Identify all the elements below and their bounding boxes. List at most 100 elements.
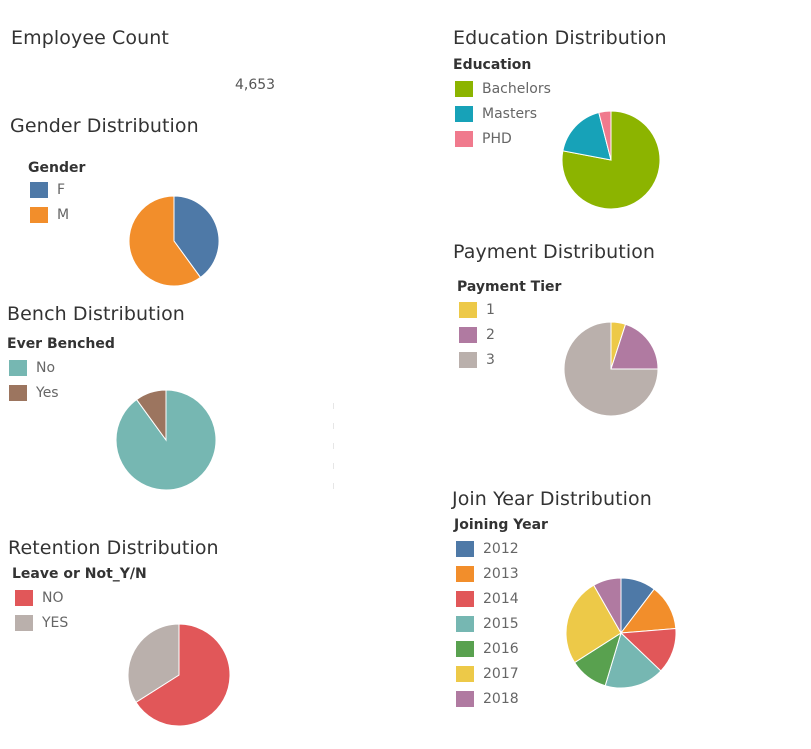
education-legend-title: Education	[453, 57, 532, 73]
bench-pie-chart[interactable]	[115, 389, 217, 491]
legend-swatch	[30, 181, 48, 198]
pie-slice-education-phd[interactable]	[598, 110, 612, 161]
pie-slice-retention-no[interactable]	[135, 623, 231, 727]
legend-item-payment-1[interactable]: 1	[459, 297, 495, 322]
legend-swatch	[456, 640, 474, 657]
legend-swatch	[456, 615, 474, 632]
legend-label: PHD	[482, 130, 512, 147]
pie-slice-retention-yes[interactable]	[127, 623, 180, 704]
legend-label: NO	[42, 589, 64, 606]
legend-label: 2012	[483, 540, 519, 557]
pie-slice-joinyear-2018[interactable]	[593, 577, 622, 635]
payment-legend-title: Payment Tier	[457, 279, 562, 295]
legend-label: YES	[42, 614, 69, 631]
legend-swatch	[9, 359, 27, 376]
bench-legend-title: Ever Benched	[7, 336, 115, 352]
legend-item-joinyear-2017[interactable]: 2017	[456, 661, 519, 686]
education-pie-chart[interactable]	[561, 110, 661, 210]
gender-chart-title: Gender Distribution	[10, 115, 199, 137]
legend-swatch	[459, 351, 477, 368]
retention-legend-title: Leave or Not_Y/N	[12, 566, 147, 582]
joinyear-pie-chart[interactable]	[565, 577, 677, 689]
legend-item-joinyear-2016[interactable]: 2016	[456, 636, 519, 661]
legend-item-joinyear-2018[interactable]: 2018	[456, 686, 519, 711]
panel-divider	[333, 403, 334, 409]
payment-legend: 1 2 3	[459, 297, 495, 372]
legend-swatch	[456, 665, 474, 682]
legend-item-retention-yes[interactable]: YES	[15, 610, 68, 635]
legend-item-payment-3[interactable]: 3	[459, 347, 495, 372]
pie-slice-payment-3[interactable]	[563, 321, 659, 417]
legend-swatch	[459, 301, 477, 318]
panel-divider	[333, 463, 334, 469]
legend-label: M	[57, 206, 70, 223]
pie-slice-bench-yes[interactable]	[135, 389, 167, 442]
pie-slice-joinyear-2015[interactable]	[604, 632, 662, 689]
legend-label: 2014	[483, 590, 519, 607]
legend-swatch	[459, 326, 477, 343]
legend-item-joinyear-2014[interactable]: 2014	[456, 586, 519, 611]
joinyear-legend-title: Joining Year	[454, 517, 548, 533]
legend-item-retention-no[interactable]: NO	[15, 585, 68, 610]
legend-label: Bachelors	[482, 80, 551, 97]
pie-slice-education-masters[interactable]	[562, 111, 612, 161]
legend-item-bench-no[interactable]: No	[9, 355, 59, 380]
bench-legend: No Yes	[9, 355, 59, 405]
legend-swatch	[456, 590, 474, 607]
bench-chart-title: Bench Distribution	[7, 303, 185, 325]
legend-swatch	[15, 589, 33, 606]
legend-swatch	[30, 206, 48, 223]
legend-item-education-bachelors[interactable]: Bachelors	[455, 76, 551, 101]
legend-item-joinyear-2015[interactable]: 2015	[456, 611, 519, 636]
retention-pie-chart[interactable]	[127, 623, 231, 727]
pie-slice-gender-f[interactable]	[173, 195, 220, 279]
legend-item-gender-f[interactable]: F	[30, 177, 69, 202]
joinyear-legend: 2012 2013 2014 2015 2016 2017 2018	[456, 536, 519, 711]
legend-swatch	[455, 80, 473, 97]
education-chart-title: Education Distribution	[453, 27, 667, 49]
legend-label: 2018	[483, 690, 519, 707]
legend-label: No	[36, 359, 56, 376]
legend-label: Masters	[482, 105, 538, 122]
legend-label: 2	[486, 326, 495, 343]
panel-divider	[333, 483, 334, 489]
legend-label: 2016	[483, 640, 519, 657]
legend-item-education-phd[interactable]: PHD	[455, 126, 551, 151]
legend-swatch	[9, 384, 27, 401]
legend-swatch	[455, 130, 473, 147]
panel-divider	[333, 423, 334, 429]
pie-slice-gender-m[interactable]	[128, 195, 202, 287]
legend-label: 2015	[483, 615, 519, 632]
legend-item-gender-m[interactable]: M	[30, 202, 69, 227]
panel-divider	[333, 443, 334, 449]
joinyear-chart-title: Join Year Distribution	[452, 488, 652, 510]
legend-swatch	[455, 105, 473, 122]
legend-label: 3	[486, 351, 495, 368]
legend-swatch	[456, 565, 474, 582]
legend-item-bench-yes[interactable]: Yes	[9, 380, 59, 405]
education-legend: Bachelors Masters PHD	[455, 76, 551, 151]
legend-item-education-masters[interactable]: Masters	[455, 101, 551, 126]
legend-label: 1	[486, 301, 495, 318]
retention-chart-title: Retention Distribution	[8, 537, 219, 559]
legend-swatch	[456, 540, 474, 557]
legend-label: 2017	[483, 665, 519, 682]
legend-swatch	[456, 690, 474, 707]
retention-legend: NO YES	[15, 585, 68, 635]
legend-label: F	[57, 181, 66, 198]
legend-label: 2013	[483, 565, 519, 582]
pie-slice-joinyear-2017[interactable]	[565, 584, 622, 664]
pie-slice-payment-2[interactable]	[610, 323, 659, 370]
legend-item-payment-2[interactable]: 2	[459, 322, 495, 347]
legend-item-joinyear-2012[interactable]: 2012	[456, 536, 519, 561]
employee-count-title: Employee Count	[11, 27, 169, 49]
legend-label: Yes	[36, 384, 59, 401]
gender-pie-chart[interactable]	[128, 195, 220, 287]
payment-chart-title: Payment Distribution	[453, 241, 656, 263]
payment-pie-chart[interactable]	[563, 321, 659, 417]
legend-swatch	[15, 614, 33, 631]
gender-legend-title: Gender	[28, 160, 86, 176]
legend-item-joinyear-2013[interactable]: 2013	[456, 561, 519, 586]
employee-count-value: 4,653	[235, 77, 276, 93]
